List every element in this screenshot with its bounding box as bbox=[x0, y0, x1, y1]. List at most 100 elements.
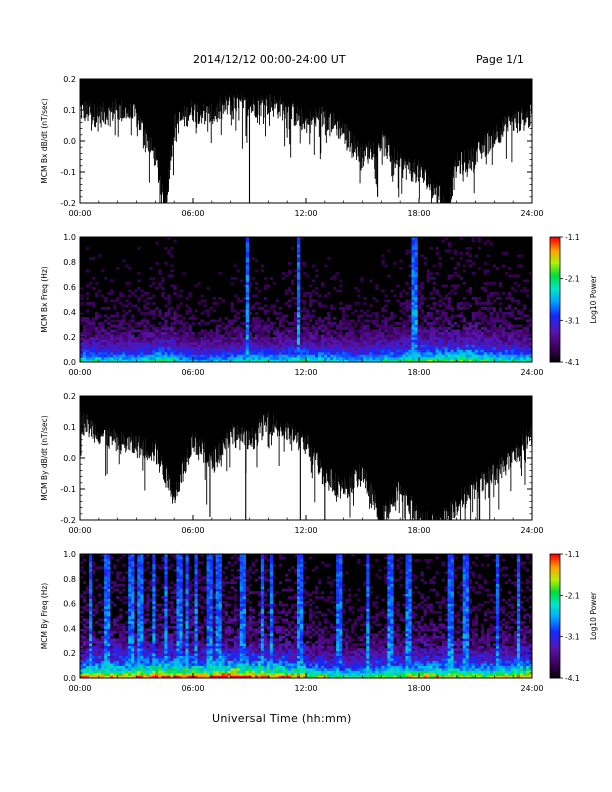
spectrogram-cell bbox=[140, 608, 144, 612]
y-tick-label: 0.2 bbox=[63, 333, 76, 342]
spectrogram-cell bbox=[354, 344, 358, 348]
spectrogram-cell bbox=[402, 354, 406, 358]
spectrogram-cell bbox=[80, 334, 84, 338]
spectrogram-cell bbox=[104, 314, 108, 318]
spectrogram-cell bbox=[182, 334, 186, 338]
spectrogram-cell bbox=[327, 334, 331, 338]
spectrogram-cell bbox=[465, 259, 470, 263]
y-axis-label: MCM By dB/dt (nT/sec) bbox=[40, 415, 49, 500]
spectrogram-cell bbox=[486, 329, 491, 333]
spectrogram-cell bbox=[146, 618, 150, 622]
spectrogram-cell bbox=[158, 566, 162, 570]
spectrogram-cell bbox=[393, 359, 397, 363]
spectrogram-cell bbox=[131, 623, 135, 627]
spectrogram-cell bbox=[182, 658, 186, 661]
spectrogram-cell bbox=[203, 304, 207, 308]
spectrogram-cell bbox=[176, 663, 180, 666]
spectrogram-cell bbox=[119, 556, 123, 560]
spectrogram-cell bbox=[363, 319, 367, 323]
spectrogram-cell bbox=[450, 339, 454, 343]
spectrogram-cell bbox=[429, 322, 433, 325]
spectrogram-cell bbox=[489, 332, 494, 335]
spectrogram-cell bbox=[441, 302, 445, 305]
spectrogram-cell bbox=[89, 663, 93, 666]
spectrogram-cell bbox=[474, 339, 479, 343]
spectrogram-cell bbox=[122, 670, 126, 674]
spectrogram-cell bbox=[95, 658, 99, 661]
spectrogram-cell bbox=[149, 352, 153, 355]
spectrogram-cell bbox=[80, 596, 84, 599]
colorbar-tick-label: -3.1 bbox=[565, 316, 580, 325]
spectrogram-cell bbox=[387, 357, 391, 360]
spectrogram-cell bbox=[233, 337, 237, 340]
spectrogram-cell bbox=[480, 352, 485, 355]
spectrogram-cell bbox=[399, 352, 403, 355]
spectrogram-cell bbox=[179, 357, 183, 360]
spectrogram-cell bbox=[486, 307, 491, 310]
spectrogram-cell bbox=[474, 302, 479, 305]
spectrogram-cell bbox=[272, 337, 277, 340]
spectrogram-cell bbox=[191, 623, 195, 627]
spectrogram-cell bbox=[176, 620, 180, 624]
spectrogram-cell bbox=[375, 329, 379, 333]
spectrogram-cell bbox=[113, 314, 117, 318]
spectrogram-cell bbox=[101, 598, 105, 602]
spectrogram-cell bbox=[188, 635, 192, 639]
colorbar-segment bbox=[550, 243, 560, 246]
spectrogram-cell bbox=[164, 578, 168, 582]
spectrogram-cell bbox=[528, 359, 533, 363]
spectrogram-cell bbox=[405, 337, 409, 340]
spectrogram-cell bbox=[101, 668, 105, 671]
spectrogram-cell bbox=[179, 352, 183, 355]
spectrogram-cell bbox=[299, 359, 304, 363]
spectrogram-cell bbox=[104, 650, 108, 654]
spectrogram-cell bbox=[170, 638, 174, 642]
spectrogram-cell bbox=[173, 668, 177, 671]
spectrogram-cell bbox=[155, 337, 159, 340]
spectrogram-cell bbox=[312, 279, 316, 283]
spectrogram-cell bbox=[230, 349, 234, 353]
spectrogram-cell bbox=[251, 327, 256, 330]
spectrogram-cell bbox=[375, 344, 379, 348]
spectrogram-cell bbox=[185, 640, 189, 644]
spectrogram-cell bbox=[495, 292, 500, 295]
spectrogram-cell bbox=[321, 357, 325, 360]
spectrogram-cell bbox=[200, 329, 204, 333]
spectrogram-cell bbox=[372, 352, 376, 355]
spectrogram-cell bbox=[450, 289, 454, 293]
spectrogram-cell bbox=[318, 349, 322, 353]
spectrogram-cell bbox=[107, 618, 111, 622]
spectrogram-cell bbox=[293, 269, 298, 273]
spectrogram-cell bbox=[248, 282, 253, 285]
spectrogram-cell bbox=[125, 332, 129, 335]
spectrogram-cell bbox=[101, 357, 105, 360]
spectrogram-cell bbox=[339, 339, 343, 343]
spectrogram-cell bbox=[435, 292, 439, 295]
spectrogram-cell bbox=[309, 317, 313, 320]
spectrogram-cell bbox=[357, 342, 361, 345]
spectrogram-cell bbox=[101, 601, 105, 604]
spectrogram-cell bbox=[80, 638, 84, 642]
spectrogram-cell bbox=[507, 314, 512, 318]
spectrogram-cell bbox=[369, 359, 373, 363]
spectrogram-cell bbox=[179, 302, 183, 305]
spectrogram-cell bbox=[510, 344, 515, 348]
spectrogram-cell bbox=[92, 277, 96, 280]
spectrogram-cell bbox=[185, 578, 189, 582]
colorbar-segment bbox=[550, 330, 560, 334]
spectrogram-cell bbox=[131, 643, 135, 647]
spectrogram-cell bbox=[363, 297, 367, 300]
spectrogram-cell bbox=[302, 299, 307, 303]
spectrogram-cell bbox=[318, 359, 322, 363]
spectrogram-cell bbox=[146, 598, 150, 602]
spectrogram-cell bbox=[107, 556, 111, 560]
spectrogram-cell bbox=[134, 663, 138, 666]
spectrogram-cell bbox=[131, 653, 135, 656]
spectrogram-cell bbox=[164, 653, 168, 656]
spectrogram-cell bbox=[429, 344, 433, 348]
spectrogram-cell bbox=[122, 259, 126, 263]
spectrogram-cell bbox=[116, 329, 120, 333]
spectrogram-cell bbox=[411, 284, 415, 288]
spectrogram-cell bbox=[170, 563, 174, 567]
spectrogram-cell bbox=[438, 332, 442, 335]
